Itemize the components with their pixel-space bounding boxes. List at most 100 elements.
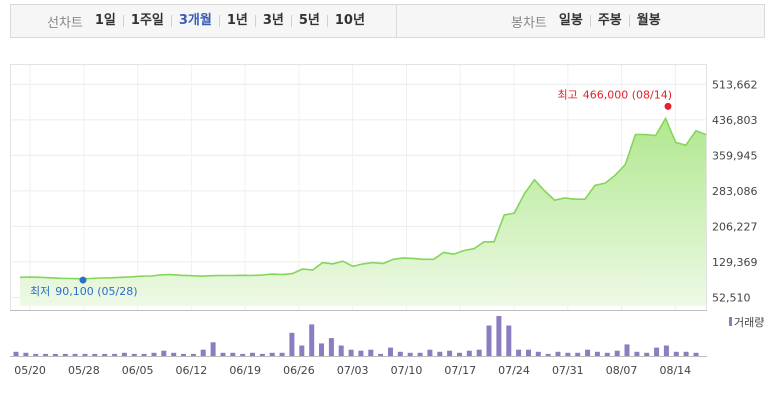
volume-bar [141, 353, 147, 356]
low-marker [79, 276, 87, 284]
volume-bar [673, 351, 679, 356]
volume-bar [23, 352, 29, 356]
volume-bar [654, 347, 660, 356]
volume-bar [447, 350, 453, 356]
volume-bar [13, 351, 19, 356]
volume-bar [43, 353, 49, 356]
volume-bar [328, 338, 334, 356]
period-5y[interactable]: 5년 [290, 14, 327, 27]
x-tick-label: 07/24 [498, 364, 530, 377]
candle-weekly[interactable]: 주봉 [589, 14, 629, 27]
x-tick-label: 07/10 [391, 364, 423, 377]
volume-bar [348, 349, 354, 356]
price-area [19, 116, 707, 307]
low-value: 90,100 (05/28) [55, 285, 137, 298]
volume-bar [683, 351, 689, 356]
period-1y[interactable]: 1년 [218, 14, 255, 27]
line-chart-label: 선차트 [47, 15, 83, 31]
x-tick-label: 06/12 [176, 364, 208, 377]
period-3y[interactable]: 3년 [254, 14, 291, 27]
volume-bar [358, 350, 364, 356]
volume-bar [309, 324, 315, 356]
volume-bar [496, 316, 502, 356]
x-axis-ticks: 05/20 05/28 06/05 06/12 06/19 06/26 07/03 07/10… [14, 364, 691, 377]
y-tick-label: 436,803 [712, 114, 758, 127]
low-annotation: 최저 90,100 (05/28) [30, 285, 138, 298]
volume-bar [92, 353, 98, 356]
volume-bar [230, 352, 236, 356]
volume-bar [102, 353, 108, 356]
volume-bar [417, 352, 423, 356]
high-label: 최고 [557, 88, 577, 101]
volume-bar [200, 349, 206, 356]
volume-bar [575, 352, 581, 356]
chart-toolbar: 선차트 1일 1주일 3개월 1년 3년 5년 10년 봉차트 일봉 주봉 월봉 [10, 4, 765, 38]
volume-bar [82, 353, 88, 356]
volume-bar [693, 352, 699, 356]
candle-chart-label: 봉차트 [511, 15, 547, 31]
volume-bar [545, 353, 551, 356]
x-tick-label: 06/05 [122, 364, 154, 377]
high-marker [664, 102, 672, 110]
volume-bar [535, 351, 541, 356]
volume-bar [240, 353, 246, 356]
x-tick-label: 05/28 [68, 364, 100, 377]
volume-bar [289, 332, 295, 356]
volume-bar [407, 352, 413, 356]
x-tick-label: 07/31 [552, 364, 584, 377]
volume-bar [437, 351, 443, 356]
candle-daily[interactable]: 일봉 [558, 13, 583, 28]
volume-bar [604, 352, 610, 356]
high-value: 466,000 (08/14) [583, 88, 672, 101]
volume-bar [585, 349, 591, 356]
x-tick-label: 08/07 [606, 364, 638, 377]
volume-bar [338, 345, 344, 356]
volume-bar [378, 353, 384, 356]
volume-bar [259, 353, 265, 356]
volume-legend-label: 거래량 [734, 316, 764, 329]
volume-bar [565, 352, 571, 356]
volume-bar [171, 352, 177, 356]
candle-monthly[interactable]: 월봉 [628, 14, 668, 27]
x-tick-label: 07/17 [444, 364, 476, 377]
volume-bar [526, 349, 531, 356]
volume-bar [555, 351, 561, 356]
volume-bar [299, 345, 305, 356]
y-tick-label: 513,662 [712, 78, 758, 91]
volume-bar [427, 349, 433, 356]
x-tick-label: 06/19 [229, 364, 261, 377]
volume-bar [72, 353, 78, 356]
volume-bar [466, 350, 472, 356]
volume-bar [220, 352, 226, 356]
volume-bar [210, 342, 216, 356]
volume-legend: 거래량 [729, 316, 764, 329]
period-1w[interactable]: 1주일 [122, 14, 171, 27]
volume-bar [644, 352, 650, 356]
candle-chart-periods: 봉차트 일봉 주봉 월봉 [511, 5, 668, 37]
y-tick-label: 206,227 [712, 220, 758, 233]
period-1d[interactable]: 1일 [94, 13, 116, 28]
volume-bar [33, 353, 39, 356]
volume-bar [250, 352, 255, 356]
volume-legend-swatch [729, 317, 732, 326]
y-tick-label: 52,510 [712, 291, 751, 304]
period-3m[interactable]: 3개월 [170, 14, 219, 27]
volume-bar [269, 352, 275, 356]
volume-bar [112, 353, 118, 356]
volume-bars [13, 316, 699, 356]
high-annotation: 최고 466,000 (08/14) [557, 88, 672, 101]
volume-bar [121, 352, 127, 356]
y-tick-label: 129,369 [712, 256, 758, 269]
volume-bar [663, 345, 669, 356]
x-tick-label: 06/26 [283, 364, 315, 377]
period-10y[interactable]: 10년 [326, 14, 372, 27]
volume-bar [151, 352, 157, 356]
volume-bar [594, 351, 600, 356]
volume-bar [397, 351, 403, 356]
volume-bar [161, 350, 167, 356]
volume-bar [368, 349, 374, 356]
volume-bar [279, 352, 285, 356]
y-axis-ticks: 513,662 436,803 359,945 283,086 206,227 129,3… [712, 78, 758, 304]
low-label: 최저 [30, 285, 50, 298]
x-tick-label: 07/03 [337, 364, 369, 377]
